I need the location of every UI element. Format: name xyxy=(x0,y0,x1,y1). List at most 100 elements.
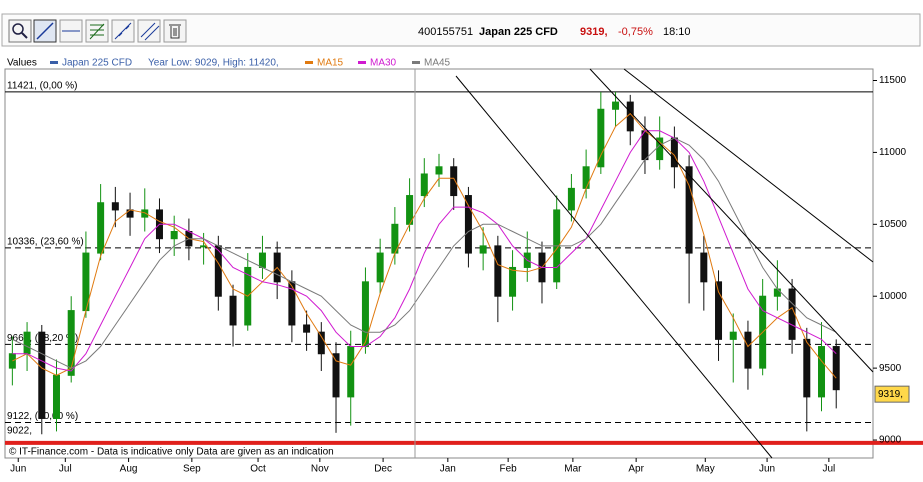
candle-body xyxy=(347,346,355,398)
candle-body xyxy=(170,231,178,240)
candle-body xyxy=(612,101,620,110)
candle-body xyxy=(479,245,487,254)
candle-body xyxy=(773,288,781,297)
legend-title: Values xyxy=(7,58,37,69)
candle-body xyxy=(670,137,678,168)
moving-average xyxy=(12,130,837,372)
line-icon xyxy=(36,22,54,40)
candle-body xyxy=(97,202,105,254)
legend-swatch xyxy=(305,61,313,64)
moving-average xyxy=(12,137,837,369)
legend-label: MA45 xyxy=(424,58,451,69)
level-label: 10336, (23,60 %) xyxy=(7,237,84,248)
candle-body xyxy=(729,331,737,340)
zoom-icon xyxy=(12,23,24,35)
candle-body xyxy=(420,173,428,197)
candle-body xyxy=(597,108,605,168)
y-tick-label: 9500 xyxy=(879,363,902,374)
x-tick-label: Oct xyxy=(250,464,266,475)
instrument-name: Japan 225 CFD xyxy=(479,26,558,38)
candle-body xyxy=(803,338,811,398)
x-tick-label: Feb xyxy=(500,464,518,475)
candle-body xyxy=(67,310,75,376)
trend-lines xyxy=(414,68,874,459)
candle-body xyxy=(141,209,149,218)
y-tick-label: 10500 xyxy=(879,219,907,230)
candle-body xyxy=(685,166,693,254)
x-tick-label: Aug xyxy=(120,464,138,475)
y-tick-label: 11000 xyxy=(879,147,907,158)
trend-line[interactable] xyxy=(589,68,874,373)
candle-body xyxy=(332,353,340,398)
candle-body xyxy=(582,166,590,189)
tool-buttons xyxy=(8,19,187,43)
x-tick-label: Jun xyxy=(759,464,775,475)
channel-icon xyxy=(114,22,132,40)
trend-line[interactable] xyxy=(455,75,773,459)
candle-body xyxy=(52,374,60,419)
trash-icon xyxy=(169,24,181,39)
candle-body xyxy=(567,187,575,211)
last-price: 9319, xyxy=(580,26,608,38)
candle-body xyxy=(8,353,16,369)
parallel-tool-button[interactable] xyxy=(137,19,161,43)
last-price-label: 9319, xyxy=(878,389,903,400)
candle-body xyxy=(38,331,46,419)
price-change: -0,75% xyxy=(618,26,653,38)
level-label-bg xyxy=(6,235,86,246)
y-tick-label: 9000 xyxy=(879,435,902,446)
legend-label: Japan 225 CFD xyxy=(62,58,132,69)
x-tick-label: Sep xyxy=(183,464,201,475)
candle-body xyxy=(788,288,796,340)
moving-average xyxy=(12,112,837,379)
zoom-icon xyxy=(21,32,28,39)
candle-body xyxy=(200,245,208,248)
candle-body xyxy=(715,281,723,340)
x-tick-label: Jul xyxy=(59,464,72,475)
level-label-bg xyxy=(6,79,80,90)
candle-body xyxy=(229,295,237,326)
delete-button[interactable] xyxy=(163,19,187,43)
candle-body xyxy=(317,331,325,355)
legend-bar xyxy=(2,55,920,69)
fibo-icon xyxy=(89,23,105,40)
y-tick-label: 11500 xyxy=(879,75,907,86)
candle-body xyxy=(111,202,119,211)
x-tick-label: Jun xyxy=(10,464,26,475)
legend-swatch xyxy=(50,61,58,64)
footer: © IT-Finance.com - Data is indicative on… xyxy=(9,447,334,458)
legend-label: MA30 xyxy=(370,58,397,69)
candle-body xyxy=(464,195,472,254)
level-label-bg xyxy=(6,424,35,435)
legend-swatch xyxy=(358,61,366,64)
level-label: 9022, xyxy=(7,426,32,437)
last-price-tag xyxy=(874,385,910,403)
instrument-id: 400155751 xyxy=(418,26,473,38)
candle-body xyxy=(376,252,384,283)
time: 18:10 xyxy=(663,26,691,38)
candle-body xyxy=(23,331,31,355)
x-tick-label: Dec xyxy=(374,464,392,475)
candle-body xyxy=(700,252,708,283)
x-tick-label: Mar xyxy=(564,464,582,475)
candle-body xyxy=(494,245,502,297)
parallel-icon xyxy=(140,22,160,41)
x-tick-label: Nov xyxy=(311,464,329,475)
legend-label: MA15 xyxy=(317,58,344,69)
candle-body xyxy=(303,324,311,333)
candle-body xyxy=(509,266,517,297)
x-tick-label: Jan xyxy=(440,464,456,475)
level-label: 11421, (0,00 %) xyxy=(7,81,77,92)
x-tick-label: Jul xyxy=(822,464,835,475)
candle-body xyxy=(818,346,826,398)
candle-body xyxy=(641,130,649,161)
plot: 11421, (0,00 %)10336, (23,60 %)9665, (38… xyxy=(5,79,923,445)
candle-body xyxy=(744,331,752,369)
x-tick-label: May xyxy=(696,464,715,475)
trend-line[interactable] xyxy=(623,68,874,263)
legend-swatch xyxy=(412,61,420,64)
plot-area xyxy=(4,68,874,459)
zoom-button[interactable] xyxy=(8,19,32,43)
candle-body xyxy=(435,166,443,175)
